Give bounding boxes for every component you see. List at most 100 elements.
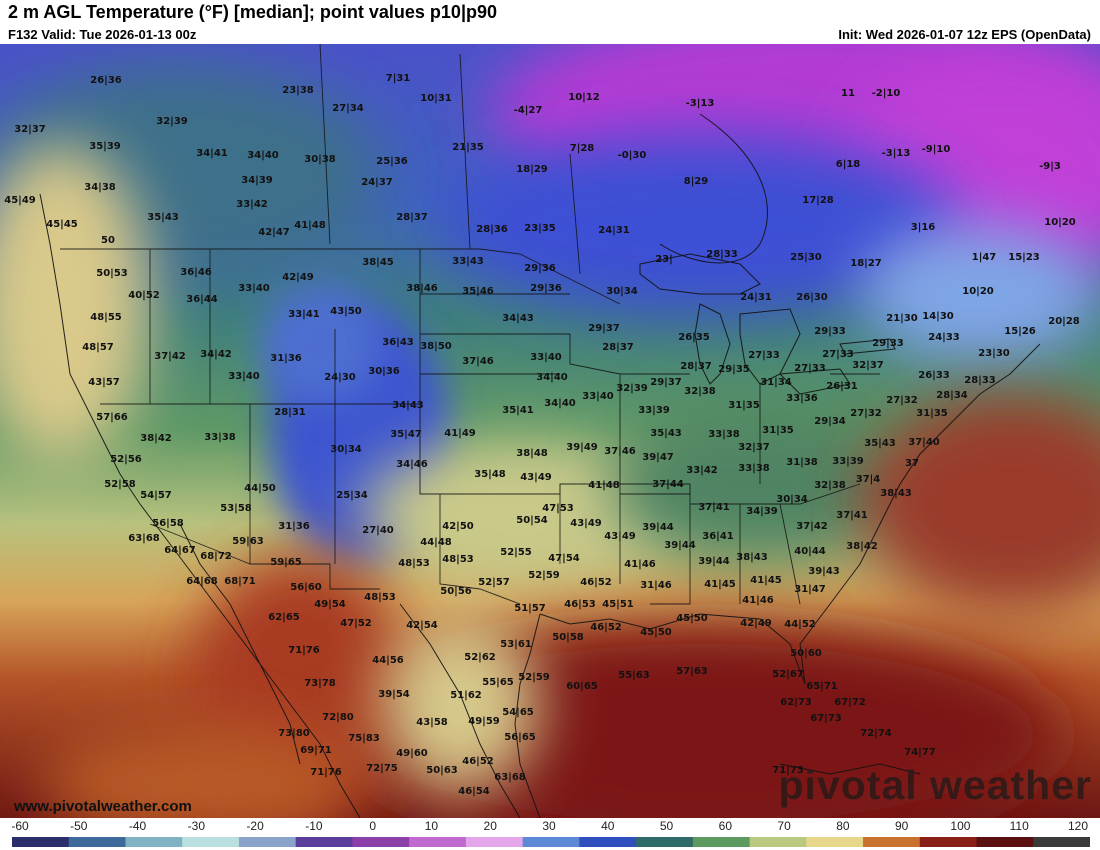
- point-value-label: 68|71: [224, 576, 256, 587]
- point-value-label: 37|41: [836, 510, 868, 521]
- color-scale-tick: 0: [369, 819, 376, 833]
- point-value-label: 42|50: [442, 521, 474, 532]
- point-value-label: 24|31: [740, 292, 772, 303]
- point-value-label: 42|49: [282, 272, 314, 283]
- point-value-label: 31|34: [760, 377, 792, 388]
- point-value-label: 52|62: [464, 652, 496, 663]
- point-value-label: 37: [905, 458, 919, 469]
- point-value-label: 31|36: [270, 353, 302, 364]
- color-scale-segment: [692, 837, 751, 847]
- point-value-label: 24|31: [598, 225, 630, 236]
- color-scale-tick: 80: [836, 819, 850, 833]
- point-value-label: 31|38: [786, 457, 818, 468]
- color-scale-segment: [863, 837, 921, 847]
- color-scale-segment: [522, 837, 580, 847]
- point-value-label: 65|71: [806, 681, 838, 692]
- point-value-label: 31|36: [278, 521, 310, 532]
- point-value-label: 41|45: [704, 579, 736, 590]
- point-value-label: 57|63: [676, 666, 708, 677]
- point-value-label: 27|33: [822, 349, 854, 360]
- point-value-label: 53|61: [500, 639, 532, 650]
- color-scale-tick: -20: [246, 819, 264, 833]
- point-value-label: -0|30: [618, 150, 647, 161]
- point-value-label: 30|34: [776, 494, 808, 505]
- point-value-label: 32|37: [14, 124, 46, 135]
- point-value-label: 43|50: [330, 306, 362, 317]
- color-scale-tick: 90: [894, 819, 909, 833]
- point-value-label: 48|57: [82, 342, 114, 353]
- point-value-label: 31|35: [916, 408, 948, 419]
- point-value-label: 35|41: [502, 405, 534, 416]
- state-boundaries: [60, 44, 880, 605]
- point-value-label: 75|83: [348, 733, 380, 744]
- point-value-label: 44|50: [244, 483, 276, 494]
- point-value-label: 27|40: [362, 525, 394, 536]
- point-value-label: 50|54: [516, 515, 548, 526]
- point-value-label: 39|49: [566, 442, 598, 453]
- point-value-label: 33|40: [228, 371, 260, 382]
- point-value-label: 46|52: [590, 622, 622, 633]
- color-scale-tick: -40: [128, 819, 147, 833]
- point-value-label: 38|42: [846, 541, 878, 552]
- point-value-label: 32|38: [684, 386, 716, 397]
- point-value-label: 41|46: [742, 595, 774, 606]
- point-value-label: 55|63: [618, 670, 650, 681]
- color-scale-segment: [125, 837, 183, 847]
- point-value-label: 33|39: [832, 456, 864, 467]
- point-value-label: 71|76: [310, 767, 342, 778]
- point-value-label: 30|34: [330, 444, 362, 455]
- point-value-label: 37|40: [908, 437, 940, 448]
- point-value-label: 50|63: [426, 765, 458, 776]
- point-value-label: 24|37: [361, 177, 393, 188]
- point-value-label: 18|29: [516, 164, 548, 175]
- point-value-label: 59|63: [232, 536, 264, 547]
- point-value-label: -4|27: [514, 105, 543, 116]
- point-value-label: 52|59: [528, 570, 560, 581]
- color-scale-segment: [1033, 837, 1090, 847]
- point-value-label: 73|80: [278, 728, 310, 739]
- point-value-label: 28|37: [602, 342, 634, 353]
- site-url[interactable]: www.pivotalweather.com: [14, 798, 192, 815]
- color-scale-legend: -60 -50 -40 -30 -20 -10 0 10 20 30 40 50 60 70 80 90 100…: [0, 818, 1100, 850]
- point-value-label: 26|30: [796, 292, 828, 303]
- temperature-map[interactable]: 26|36 23|38 7|31 10|31 27|34 -4|27 10|12 -3|13 1…: [0, 44, 1100, 818]
- point-value-label: 28|33: [706, 249, 738, 260]
- color-scale-bar: [12, 837, 1090, 847]
- point-value-label: 35|43: [864, 438, 896, 449]
- point-value-label: 43|57: [88, 377, 120, 388]
- point-value-label: 43|49: [520, 472, 552, 483]
- point-value-label: 50|53: [96, 268, 128, 279]
- point-value-label: 23|30: [978, 348, 1010, 359]
- point-value-label: 37|4: [856, 474, 881, 485]
- point-value-label: 46|52: [580, 577, 612, 588]
- map-title: 2 m AGL Temperature (°F) [median]; point…: [8, 2, 497, 22]
- point-value-label: 29|36: [524, 263, 556, 274]
- point-value-label: 44|48: [420, 537, 452, 548]
- point-value-label: 56|60: [290, 582, 322, 593]
- point-value-label: 32|38: [814, 480, 846, 491]
- point-value-label: 27|33: [794, 363, 826, 374]
- point-value-label: 64|67: [164, 545, 196, 556]
- point-value-label: 47|52: [340, 618, 372, 629]
- point-value-label: 37|44: [652, 479, 684, 490]
- point-value-label: 35|46: [462, 286, 494, 297]
- point-value-label: 33|40: [238, 283, 270, 294]
- point-value-label: 27|34: [332, 103, 364, 114]
- point-value-label: 41|46: [624, 559, 656, 570]
- point-value-label: 29|36: [530, 283, 562, 294]
- color-scale-segment: [12, 837, 70, 847]
- point-value-label: 40|44: [794, 546, 826, 557]
- point-value-label: 24|30: [324, 372, 356, 383]
- color-scale-tick: 40: [601, 819, 615, 833]
- point-value-label: 46|52: [462, 756, 494, 767]
- point-value-label: 42|54: [406, 620, 438, 631]
- color-scale-segment: [238, 837, 297, 847]
- color-scale-tick: 70: [777, 819, 791, 833]
- point-value-label: 29|34: [814, 416, 846, 427]
- point-value-label: 39|44: [642, 522, 674, 533]
- point-value-label: 6|18: [836, 159, 861, 170]
- point-value-label: 18|27: [850, 258, 882, 269]
- point-value-label: 36|41: [702, 531, 734, 542]
- point-value-label: -9|10: [922, 144, 951, 155]
- point-value-label: 44|56: [372, 655, 404, 666]
